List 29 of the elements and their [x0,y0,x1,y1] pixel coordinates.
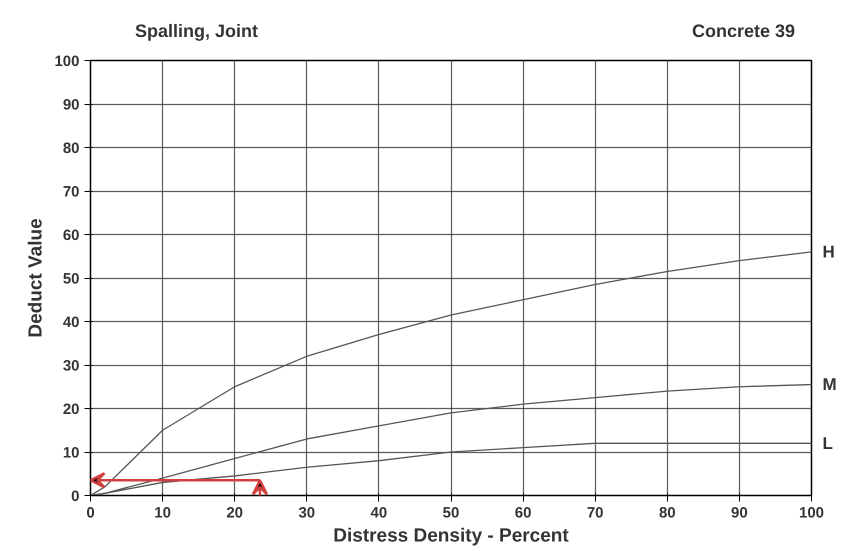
y-tick-label: 30 [62,358,80,374]
y-tick-label: 50 [62,270,80,288]
x-tick-label: 90 [731,504,748,522]
chart-title: Spalling, Joint [135,20,258,43]
x-tick-label: 20 [226,504,244,522]
y-tick-label: 60 [62,227,80,244]
x-tick-label: 100 [798,504,824,522]
x-tick-label: 0 [86,504,95,522]
x-tick-label: 70 [586,504,604,522]
x-tick-label: 80 [658,504,676,522]
y-tick-label: 70 [62,184,80,200]
chart-subtitle: Concrete 39 [692,20,795,43]
x-axis-title: Distress Density - Percent [333,526,570,546]
y-tick-label: 10 [62,444,80,462]
series-label: M [822,375,837,394]
x-tick-label: 30 [298,504,316,522]
x-tick-label: 60 [514,504,532,522]
y-tick-label: 0 [71,488,80,505]
x-tick-label: 40 [370,504,388,522]
y-tick-label: 80 [62,140,80,157]
y-tick-label: 20 [62,401,80,418]
x-tick-label: 50 [442,504,460,522]
series-label: L [822,434,833,453]
y-tick-label: 40 [62,314,80,331]
y-tick-label: 90 [62,96,80,114]
y-axis-title: Deduct Value [25,218,46,338]
x-tick-label: 10 [154,504,171,522]
series-label: H [822,242,835,262]
y-tick-label: 100 [54,53,80,70]
